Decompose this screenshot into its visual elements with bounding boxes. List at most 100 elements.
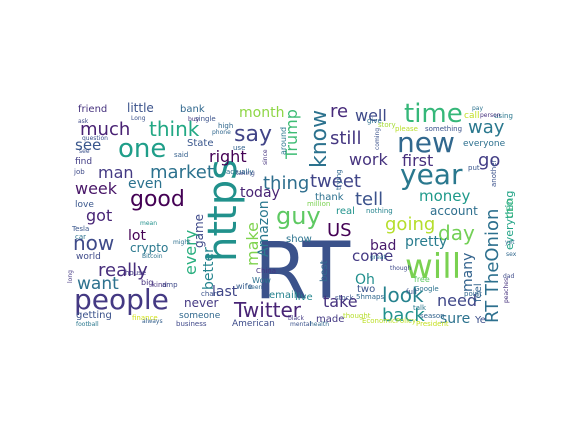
word: full: [406, 288, 417, 296]
word: story: [378, 121, 396, 129]
word: never: [184, 296, 218, 310]
word: crypto: [130, 241, 168, 255]
word: Ye: [474, 315, 486, 326]
word: made: [316, 314, 344, 325]
word: job: [73, 168, 85, 176]
word: always: [142, 318, 163, 325]
word: feel: [473, 283, 484, 302]
word: one: [118, 134, 166, 164]
word: sex: [506, 251, 517, 258]
word: thing: [263, 173, 309, 194]
word: two: [357, 284, 375, 295]
word: make: [243, 222, 262, 266]
word: President: [416, 320, 449, 328]
word: right: [209, 147, 247, 166]
word: well: [355, 106, 387, 125]
word: car: [75, 233, 86, 241]
word: good: [130, 187, 185, 212]
word: point: [464, 290, 482, 298]
word: market: [150, 162, 214, 183]
word: year: [400, 158, 463, 191]
word: China: [256, 267, 276, 275]
word: Wow: [252, 276, 271, 285]
word: way: [468, 117, 505, 138]
word: bank: [180, 104, 205, 115]
word: many: [460, 253, 476, 292]
word: big: [141, 278, 153, 287]
word: new: [397, 126, 455, 159]
word: everyone: [463, 139, 506, 149]
word: 5hmaps: [356, 293, 384, 301]
word: EconomicPolicy: [362, 317, 416, 325]
word: money: [419, 187, 471, 205]
word: see: [79, 148, 90, 155]
word: trying: [335, 169, 343, 190]
word: going: [385, 214, 435, 235]
word: even: [128, 176, 162, 192]
word: know: [307, 110, 332, 168]
word: stock: [335, 294, 355, 302]
word: everything: [503, 191, 516, 250]
word: show: [286, 234, 312, 245]
word: yet: [505, 239, 515, 246]
word: mean: [140, 220, 157, 227]
word: man: [98, 163, 134, 182]
word: chart: [201, 290, 219, 298]
word: peaches: [503, 278, 510, 303]
word: house: [125, 269, 146, 277]
word: game: [192, 214, 206, 248]
word: guy: [276, 202, 321, 230]
word: world: [76, 252, 101, 262]
word: Trump: [282, 109, 301, 160]
word: day: [438, 221, 475, 245]
word: real: [336, 206, 355, 217]
word: sure: [440, 311, 470, 327]
word: better: [201, 247, 217, 290]
word: re: [330, 101, 348, 122]
word: wife: [236, 282, 253, 291]
word: nothing: [366, 207, 393, 215]
word: another: [490, 160, 498, 187]
word: Oh: [355, 272, 375, 288]
word: long: [67, 270, 74, 283]
word: free: [414, 275, 430, 284]
word: week: [75, 179, 118, 198]
word: tweet: [310, 171, 361, 192]
word: Amazon: [256, 200, 272, 257]
word: got: [86, 206, 112, 225]
word: https: [200, 159, 246, 262]
word: RT: [254, 227, 351, 317]
word: much: [80, 119, 130, 140]
word: look: [382, 283, 424, 307]
word: health: [310, 321, 329, 328]
word: work: [349, 150, 388, 169]
word: business: [176, 320, 207, 328]
word: bad: [370, 238, 396, 254]
word: Long: [131, 115, 146, 122]
word: please: [395, 125, 418, 133]
word: person: [480, 112, 501, 119]
word: take: [323, 292, 358, 311]
word: amp: [162, 281, 178, 289]
word: see: [75, 136, 101, 154]
word: every: [181, 230, 200, 275]
word: think: [149, 117, 200, 141]
word: phone: [212, 129, 231, 136]
word: black: [288, 315, 304, 322]
word: find: [75, 157, 92, 167]
word: Google: [414, 285, 439, 293]
word: come: [352, 247, 393, 265]
word: something: [425, 125, 462, 133]
word: million: [307, 200, 330, 208]
word: high: [218, 122, 233, 130]
word: US: [327, 220, 352, 241]
word: seen: [248, 284, 263, 291]
word: someone: [179, 311, 221, 321]
word: go: [478, 150, 500, 171]
word: put: [468, 164, 480, 172]
word: single: [195, 115, 216, 123]
word: really: [98, 260, 148, 281]
word: finance: [132, 314, 158, 322]
